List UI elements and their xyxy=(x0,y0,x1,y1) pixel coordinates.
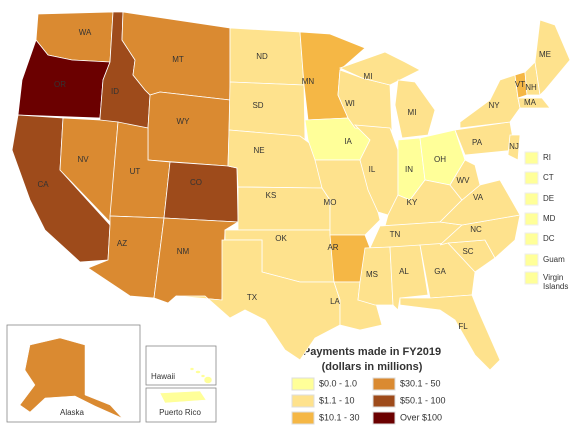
state xyxy=(517,97,551,109)
state-label: NV xyxy=(77,155,89,164)
state-label: MI xyxy=(408,108,417,117)
state-label: OR xyxy=(54,80,66,89)
legend-label: $30.1 - 50 xyxy=(400,378,441,388)
inset-label: Alaska xyxy=(60,408,85,417)
state xyxy=(399,294,501,371)
state xyxy=(449,159,481,201)
state-label: ND xyxy=(256,52,268,61)
state-label: NJ xyxy=(509,142,519,151)
state-label: TX xyxy=(247,293,258,302)
state-label: SD xyxy=(252,101,263,110)
state-label: NY xyxy=(488,101,500,110)
legend-swatch xyxy=(372,411,396,425)
state xyxy=(507,134,521,161)
state-label: KS xyxy=(266,191,277,200)
legend-label: $10.1 - 30 xyxy=(319,412,360,422)
state-label: MO xyxy=(324,198,337,207)
state-label: VT xyxy=(515,80,525,89)
state-label: OH xyxy=(434,155,446,164)
small-area-label: RI xyxy=(543,153,551,162)
state-label: AZ xyxy=(117,239,127,248)
small-area-box xyxy=(524,171,539,185)
state-label: PA xyxy=(472,138,483,147)
state-label: IL xyxy=(369,165,376,174)
legend-swatch xyxy=(372,377,396,391)
legend-label: $50.1 - 100 xyxy=(400,395,446,405)
small-area-label: MD xyxy=(543,214,556,223)
state-label: IN xyxy=(405,165,413,174)
legend-swatch xyxy=(291,377,315,391)
state-label: ME xyxy=(539,50,551,59)
small-area-box xyxy=(524,151,539,165)
small-area-label: Guam xyxy=(543,255,565,264)
small-area-box xyxy=(524,192,539,206)
state xyxy=(147,91,231,167)
small-area-box xyxy=(524,232,539,246)
state xyxy=(163,161,239,223)
state-label: NH xyxy=(525,83,537,92)
legend-label: $0.0 - 1.0 xyxy=(319,378,357,388)
state-label: MS xyxy=(366,270,378,279)
state-label: OK xyxy=(275,234,287,243)
legend-title: Payments made in FY2019 xyxy=(303,346,441,358)
state-label: FL xyxy=(458,322,468,331)
inset-region xyxy=(200,374,206,378)
state xyxy=(338,51,421,86)
inset-label: Puerto Rico xyxy=(159,408,201,417)
inset-label: Hawaii xyxy=(151,372,175,381)
small-area-label: CT xyxy=(543,173,554,182)
inset-region xyxy=(203,376,213,384)
state-label: MN xyxy=(302,77,315,86)
state-label: ID xyxy=(111,87,119,96)
legend-label: $1.1 - 10 xyxy=(319,395,355,405)
state-label: UT xyxy=(130,167,141,176)
small-area-box xyxy=(524,271,539,285)
state xyxy=(534,19,571,96)
state-label: NM xyxy=(177,247,190,256)
state xyxy=(237,186,331,231)
legend-subtitle: (dollars in millions) xyxy=(322,361,423,373)
state-label: WI xyxy=(345,99,355,108)
state-label: TN xyxy=(390,230,401,239)
small-area-label: DC xyxy=(543,234,555,243)
inset-region xyxy=(19,337,123,419)
state-label: AR xyxy=(327,243,338,252)
state-label: WY xyxy=(177,117,191,126)
state-label: NC xyxy=(470,225,482,234)
state xyxy=(175,239,341,361)
state xyxy=(394,79,436,139)
legend-swatch xyxy=(372,394,396,408)
legend-swatch xyxy=(291,394,315,408)
legend-label: Over $100 xyxy=(400,412,442,422)
state-label: NE xyxy=(253,146,264,155)
inset-region xyxy=(195,370,201,374)
inset-region xyxy=(189,367,195,371)
state-label: VA xyxy=(473,193,484,202)
state-label: GA xyxy=(434,267,446,276)
state xyxy=(353,124,399,216)
small-area-label: DE xyxy=(543,194,555,203)
small-area-box xyxy=(524,212,539,226)
state-label: CA xyxy=(37,180,49,189)
state-label: IA xyxy=(344,137,352,146)
inset-region xyxy=(159,390,207,404)
state-label: WV xyxy=(457,176,471,185)
state-label: MT xyxy=(172,55,184,64)
state-label: WA xyxy=(79,28,92,37)
state-label: LA xyxy=(330,297,340,306)
small-area-label: Virgin Islands xyxy=(543,273,569,291)
state-label: AL xyxy=(399,267,409,276)
state-label: KY xyxy=(407,198,418,207)
state-label: MA xyxy=(524,98,537,107)
state-label: CO xyxy=(190,178,202,187)
state-label: SC xyxy=(462,247,473,256)
state-label: MI xyxy=(364,72,373,81)
small-area-box xyxy=(524,253,539,267)
legend-swatch xyxy=(291,411,315,425)
